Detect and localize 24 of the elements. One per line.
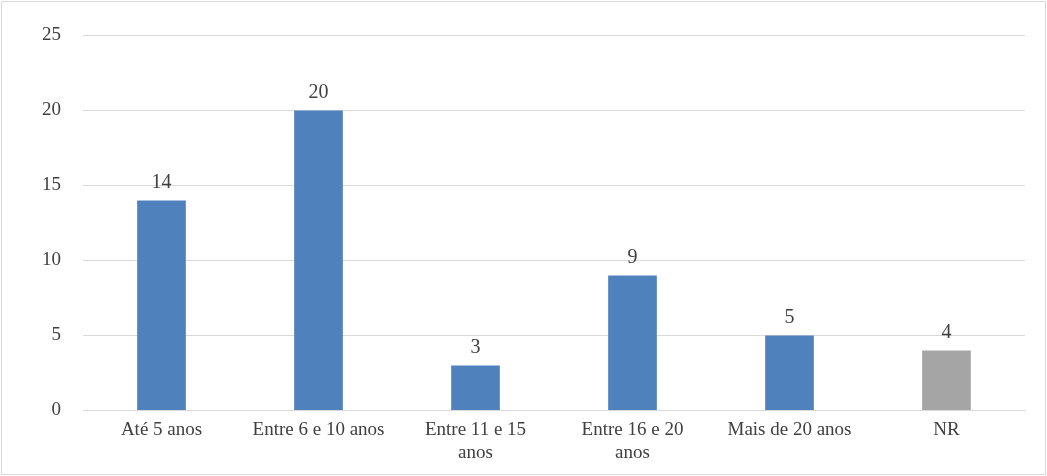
bar: [294, 110, 343, 410]
x-tick-label: Entre 11 e 15 anos: [424, 417, 527, 462]
y-tick-label: 10: [42, 248, 61, 270]
y-tick-label: 25: [42, 23, 61, 45]
data-label: 3: [470, 334, 481, 357]
data-label: 20: [308, 79, 329, 102]
bar: [451, 365, 500, 410]
x-tick-label: Entre 16 e 20 anos: [581, 417, 684, 462]
y-tick-label: 20: [42, 98, 61, 120]
y-tick-label: 5: [51, 323, 61, 345]
bar: [608, 275, 657, 410]
data-label: 5: [784, 304, 795, 327]
x-tick-label: Mais de 20 anos: [727, 417, 852, 439]
y-tick-label: 0: [51, 398, 61, 420]
data-label: 14: [151, 169, 172, 192]
bar: [137, 200, 186, 410]
data-label: 9: [627, 244, 638, 267]
data-label: 4: [941, 319, 952, 342]
bar: [765, 335, 814, 410]
bar: [922, 350, 971, 410]
x-tick-label: Entre 6 e 10 anos: [252, 417, 385, 439]
x-tick-label: NR: [933, 417, 961, 439]
x-tick-label: Até 5 anos: [120, 417, 203, 439]
y-tick-label: 15: [42, 173, 61, 195]
